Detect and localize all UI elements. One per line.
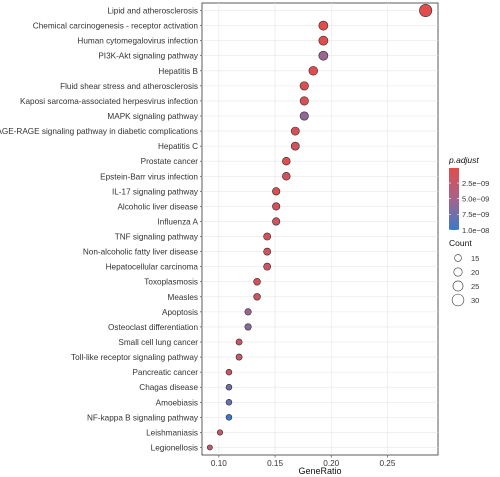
data-point bbox=[225, 383, 233, 391]
y-tick-label: Toxoplasmosis bbox=[144, 278, 198, 287]
y-tick-label: Epstein-Barr virus infection bbox=[100, 172, 198, 181]
data-point bbox=[299, 96, 309, 106]
y-tick-label: Measles bbox=[168, 293, 199, 302]
x-tick-label: 0.10 bbox=[211, 459, 227, 468]
data-point bbox=[225, 414, 233, 421]
data-point bbox=[290, 126, 300, 136]
data-point bbox=[263, 262, 272, 271]
y-tick-label: Kaposi sarcoma-associated herpesvirus in… bbox=[20, 97, 198, 106]
x-axis-title: GeneRatio bbox=[298, 466, 341, 476]
y-tick-label: PI3K-Akt signaling pathway bbox=[98, 52, 199, 61]
data-point bbox=[235, 338, 243, 346]
y-tick-label: Hepatitis B bbox=[158, 67, 198, 76]
data-point bbox=[253, 293, 261, 301]
y-tick-label: Non-alcoholic fatty liver disease bbox=[83, 248, 199, 257]
color-legend-label: 1.0e−08 bbox=[462, 226, 489, 235]
y-tick-label: Influenza A bbox=[157, 217, 198, 226]
data-point bbox=[308, 66, 318, 76]
y-tick-label: Leishmaniasis bbox=[146, 428, 198, 437]
y-tick-label: Chemical carcinogenesis - receptor activ… bbox=[33, 22, 199, 31]
data-point bbox=[225, 399, 233, 406]
size-legend-label: 15 bbox=[471, 254, 479, 263]
y-tick-label: Amoebiasis bbox=[156, 398, 198, 407]
data-point bbox=[272, 217, 281, 226]
data-point bbox=[272, 187, 281, 196]
panel-border bbox=[201, 2, 439, 456]
y-tick-label: Human cytomegalovirus infection bbox=[77, 37, 198, 46]
y-tick-label: TNF signaling pathway bbox=[115, 233, 199, 242]
data-point bbox=[299, 111, 309, 121]
data-point bbox=[272, 202, 281, 211]
y-tick-label: Small cell lung cancer bbox=[118, 338, 198, 347]
y-tick-label: NF-kappa B signaling pathway bbox=[87, 413, 199, 422]
y-tick-label: Apoptosis bbox=[162, 308, 198, 317]
y-tick-label: Pancreatic cancer bbox=[132, 368, 198, 377]
size-legend-circle bbox=[453, 267, 463, 277]
plot-panel bbox=[201, 2, 439, 456]
x-tick-label: 0.25 bbox=[379, 459, 395, 468]
y-tick-label: Osteoclast differentiation bbox=[108, 323, 198, 332]
color-legend: p.adjust 2.5e−09 5.0e−09 7.5e−09 1.0e−08 bbox=[448, 155, 489, 235]
data-point bbox=[244, 308, 252, 316]
data-point bbox=[299, 81, 309, 91]
color-legend-label: 2.5e−09 bbox=[462, 179, 489, 188]
data-point bbox=[216, 429, 224, 436]
color-bar bbox=[449, 168, 459, 230]
y-tick-label: MAPK signaling pathway bbox=[107, 112, 198, 121]
y-tick-label: Hepatitis C bbox=[158, 142, 198, 151]
data-point bbox=[290, 141, 300, 151]
data-point bbox=[253, 278, 261, 286]
y-axis-labels: Lipid and atherosclerosis Chemical carcin… bbox=[0, 7, 202, 452]
data-point bbox=[235, 353, 243, 361]
size-legend-circle bbox=[452, 280, 464, 292]
data-point bbox=[282, 172, 291, 181]
data-point bbox=[225, 368, 233, 376]
data-point bbox=[244, 323, 252, 331]
size-legend-label: 20 bbox=[471, 268, 479, 277]
y-tick-label: IL-17 signaling pathway bbox=[112, 187, 199, 196]
y-tick-label: Legionellosis bbox=[151, 443, 198, 452]
data-point bbox=[282, 156, 291, 166]
y-tick-label: Prostate cancer bbox=[141, 157, 199, 166]
data-points bbox=[206, 4, 433, 451]
x-tick-label: 0.20 bbox=[323, 459, 339, 468]
size-legend: Count 15 20 25 30 bbox=[449, 238, 479, 307]
size-legend-title: Count bbox=[449, 238, 472, 248]
size-legend-label: 30 bbox=[471, 296, 479, 305]
color-legend-title: p.adjust bbox=[448, 155, 479, 165]
y-tick-label: Toll-like receptor signaling pathway bbox=[71, 353, 199, 362]
y-tick-label: Fluid shear stress and atherosclerosis bbox=[60, 82, 198, 91]
data-point bbox=[318, 20, 329, 31]
data-point bbox=[206, 444, 213, 451]
data-point bbox=[318, 50, 329, 61]
y-tick-label: AGE-RAGE signaling pathway in diabetic c… bbox=[0, 127, 198, 136]
x-tick-label: 0.15 bbox=[267, 459, 283, 468]
color-legend-label: 5.0e−09 bbox=[462, 194, 489, 203]
y-tick-label: Lipid and atherosclerosis bbox=[107, 7, 198, 16]
y-tick-label: Chagas disease bbox=[139, 383, 198, 392]
x-axis-ticks: 0.10 0.15 0.20 0.25 bbox=[211, 455, 396, 468]
size-legend-circle bbox=[451, 293, 465, 307]
data-point bbox=[419, 4, 433, 18]
y-tick-label: Hepatocellular carcinoma bbox=[106, 263, 199, 272]
data-point bbox=[263, 247, 272, 256]
data-point bbox=[263, 232, 272, 241]
color-legend-label: 7.5e−09 bbox=[462, 210, 489, 219]
y-tick-label: Alcoholic liver disease bbox=[117, 202, 198, 211]
size-legend-circle bbox=[454, 254, 462, 262]
data-point bbox=[318, 35, 329, 46]
size-legend-label: 25 bbox=[471, 282, 479, 291]
